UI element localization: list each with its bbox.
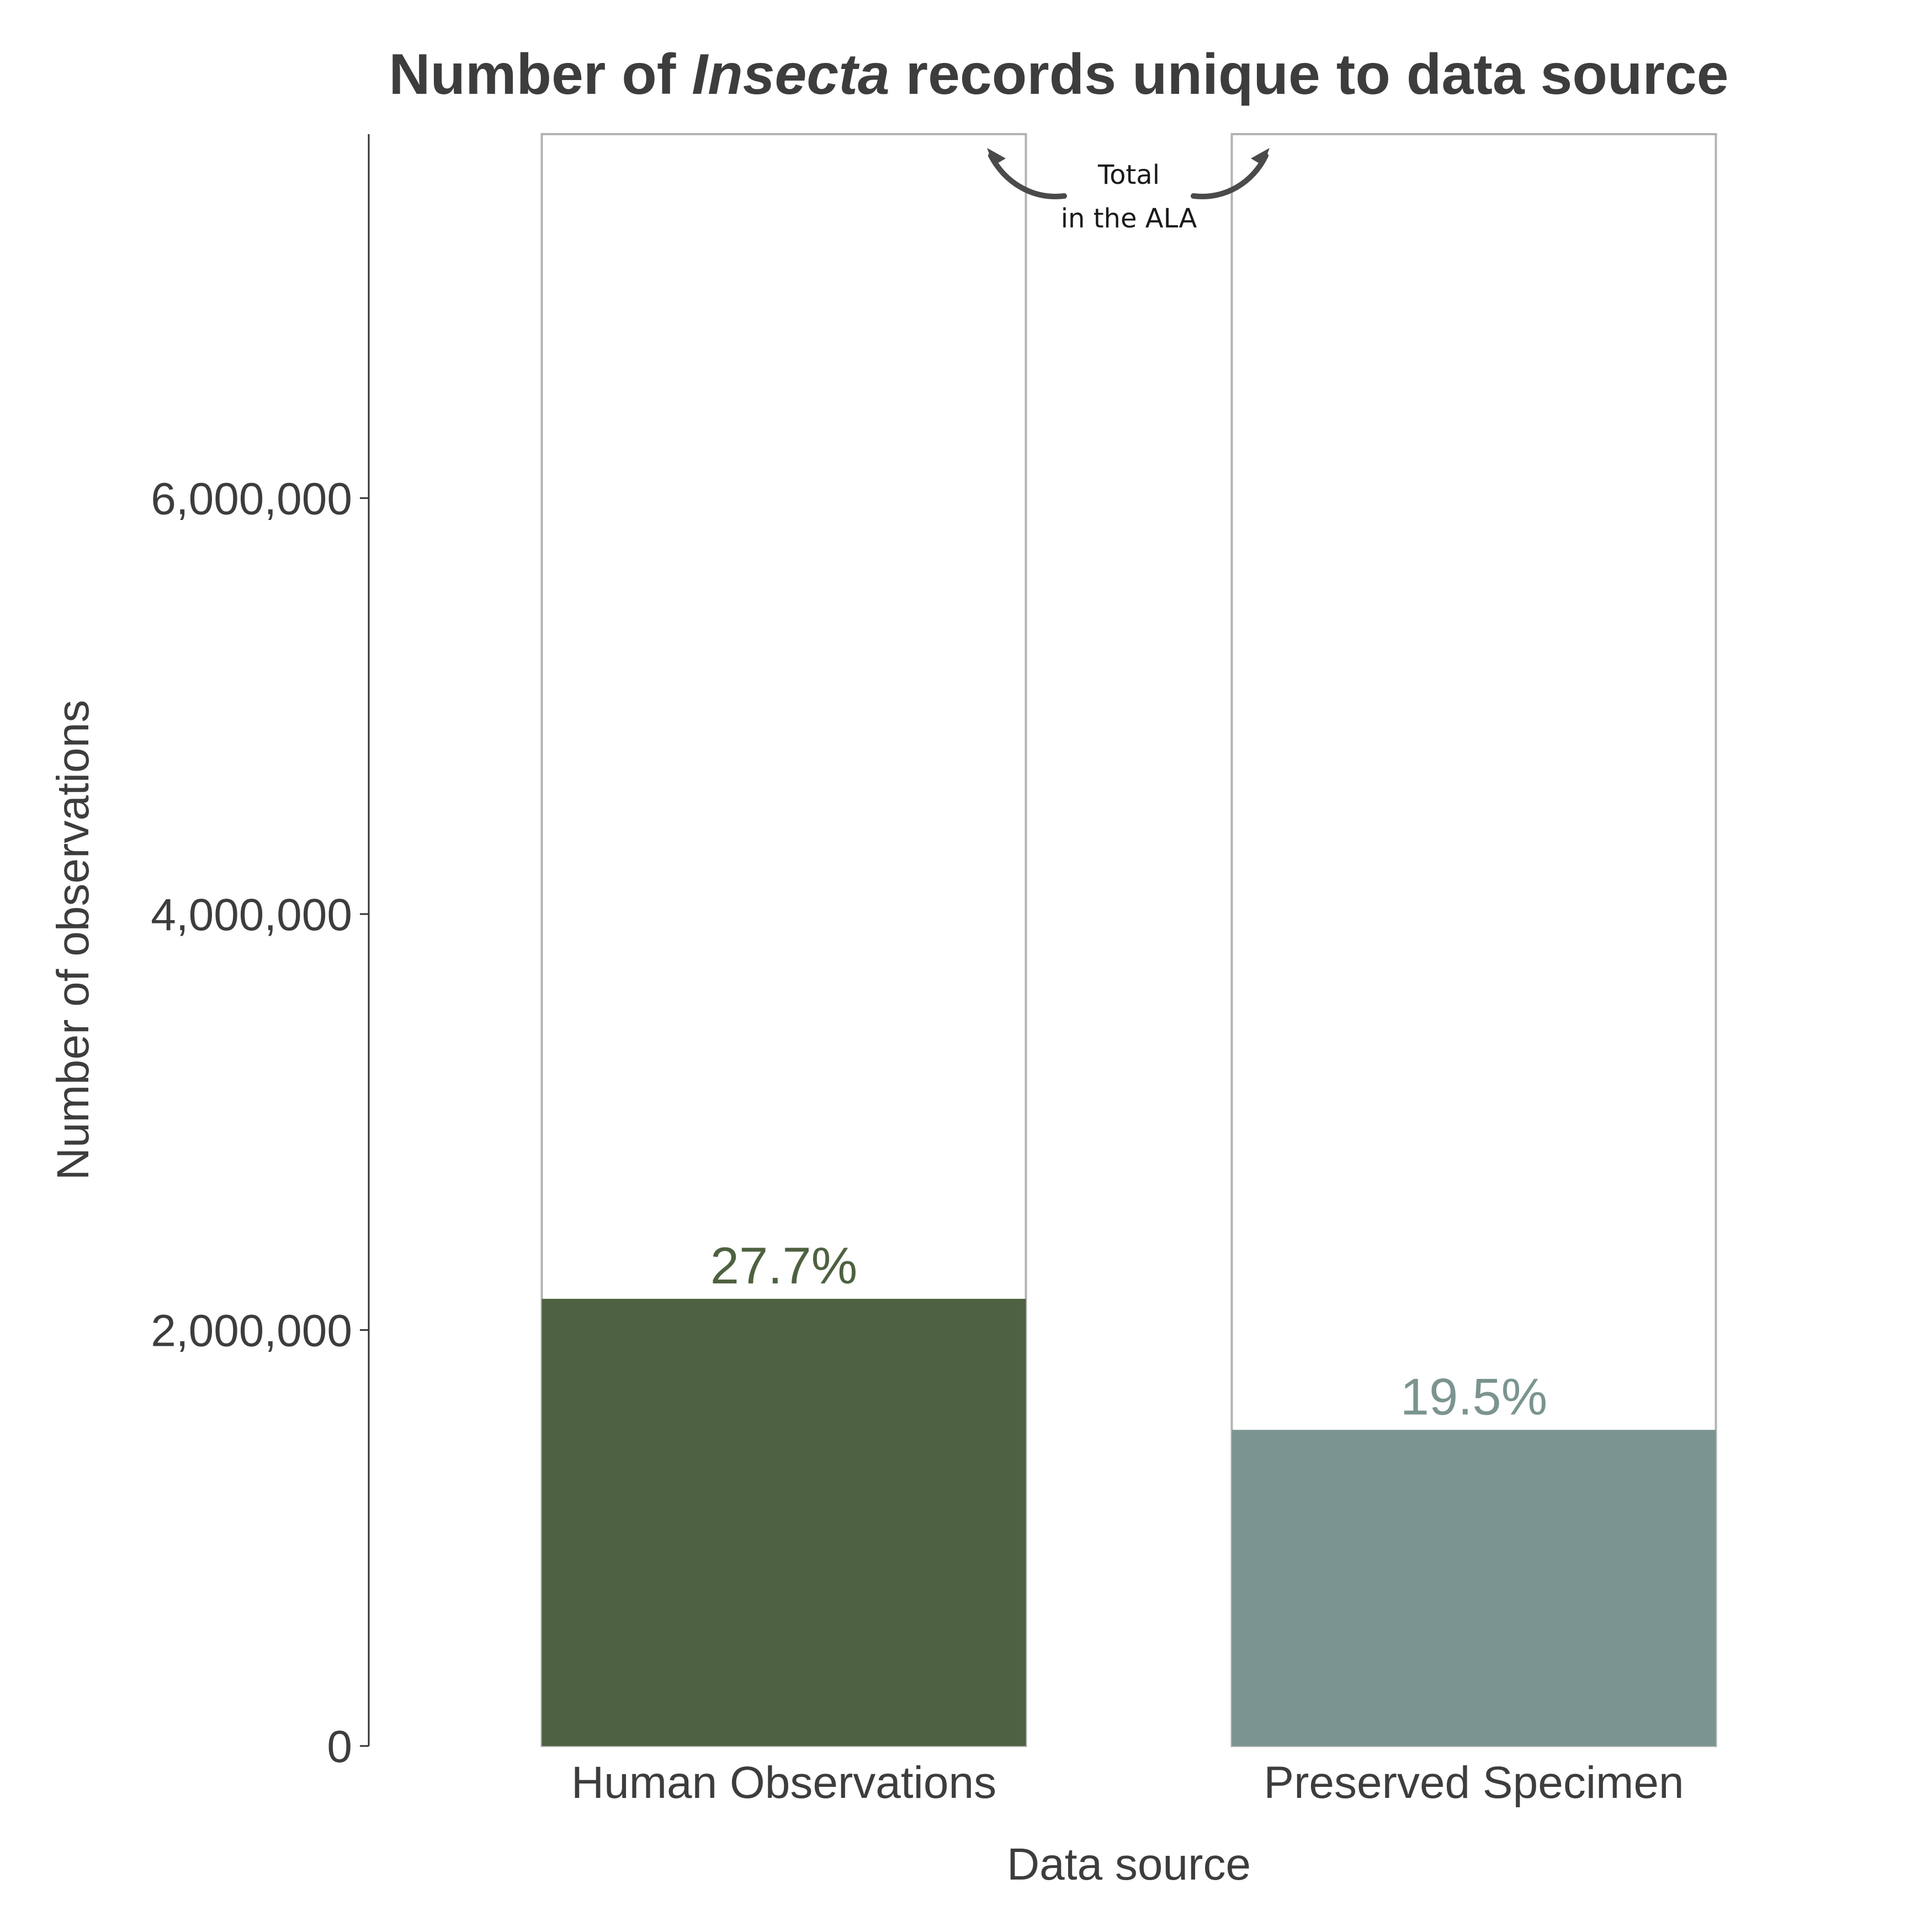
y-axis-title: Number of observations (48, 700, 98, 1181)
bar-value-label: 27.7% (710, 1236, 858, 1294)
y-tick-label: 0 (327, 1722, 352, 1772)
bar (1232, 1430, 1716, 1746)
y-axis: 0 2,000,000 4,000,000 6,000,000 (151, 134, 370, 1772)
bars-group: 27.7% 19.5% (540, 133, 1717, 1747)
chart-title: Number of Insecta records unique to data… (389, 43, 1728, 107)
total-annotation: Total in the ALA (987, 148, 1270, 234)
x-axis: Human Observations Preserved Specimen (571, 1758, 1684, 1808)
annotation-arrowhead-left (987, 148, 1006, 166)
bar (542, 1298, 1026, 1746)
chart-title-suffix: records unique to data source (890, 43, 1729, 107)
y-tick-label: 6,000,000 (151, 474, 352, 524)
annotation-arrow-right (1191, 153, 1268, 199)
y-tick-label: 2,000,000 (151, 1305, 352, 1356)
x-tick-label: Preserved Specimen (1264, 1758, 1684, 1808)
x-tick-label: Human Observations (571, 1758, 996, 1808)
chart-title-italic: Insecta (692, 43, 889, 107)
annotation-line-1: Total (1097, 160, 1160, 190)
chart-title-prefix: Number of (389, 43, 692, 107)
y-tick-label: 4,000,000 (151, 890, 352, 940)
annotation-arrow-left (988, 153, 1067, 199)
x-axis-title: Data source (1007, 1839, 1251, 1889)
annotation-arrowhead-right (1251, 148, 1270, 166)
annotation-line-2: in the ALA (1061, 203, 1197, 234)
bar-value-label: 19.5% (1400, 1367, 1548, 1425)
